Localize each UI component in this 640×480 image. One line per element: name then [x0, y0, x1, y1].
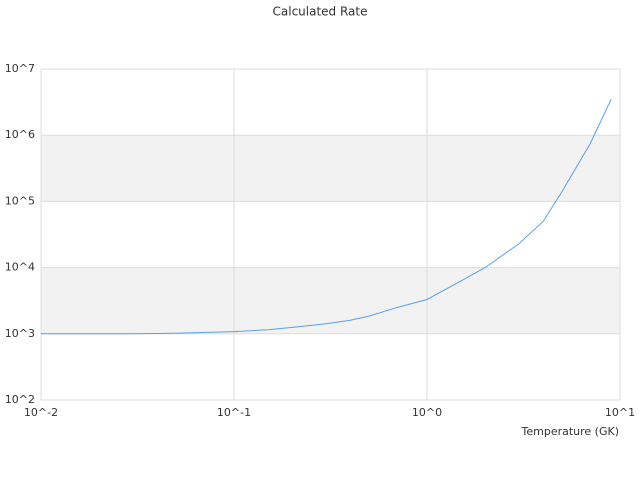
- y-tick-label: 10^3: [5, 327, 35, 340]
- x-axis-label: Temperature (GK): [521, 425, 620, 438]
- y-tick-label: 10^6: [5, 128, 35, 141]
- x-tick-label: 10^-2: [24, 406, 58, 419]
- x-tick-label: 10^-1: [217, 406, 251, 419]
- y-tick-label: 10^5: [5, 194, 35, 207]
- x-tick-label: 10^1: [605, 406, 635, 419]
- line: [41, 98, 612, 335]
- x-tick-label: 10^0: [412, 406, 442, 419]
- y-tick-label: 10^2: [5, 393, 35, 406]
- y-tick-label: 10^7: [5, 62, 35, 75]
- grid-band: [41, 267, 620, 334]
- chart-title: Calculated Rate: [273, 5, 368, 19]
- grid-band: [41, 135, 620, 202]
- y-tick-label: 10^4: [5, 261, 35, 274]
